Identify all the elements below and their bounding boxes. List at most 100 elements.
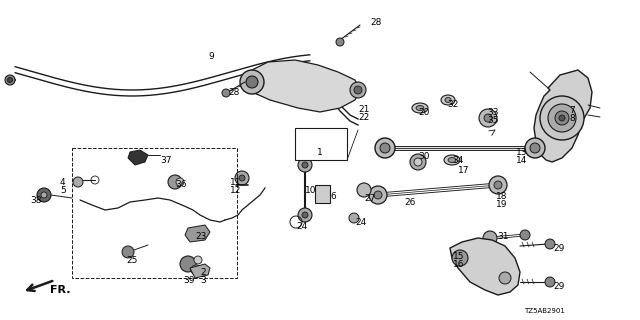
Text: 35: 35 (487, 116, 499, 125)
Circle shape (374, 191, 382, 199)
Circle shape (555, 111, 569, 125)
Circle shape (73, 177, 83, 187)
Circle shape (548, 104, 576, 132)
Ellipse shape (448, 157, 456, 163)
Ellipse shape (416, 106, 424, 110)
Text: 2: 2 (200, 268, 205, 277)
Bar (315, 185, 330, 203)
Ellipse shape (441, 95, 455, 105)
Circle shape (369, 186, 387, 204)
Circle shape (298, 158, 312, 172)
Text: 24: 24 (296, 222, 307, 231)
Circle shape (5, 75, 15, 85)
Circle shape (194, 256, 202, 264)
Text: 19: 19 (496, 200, 508, 209)
Circle shape (336, 38, 344, 46)
Text: 34: 34 (452, 156, 463, 165)
Circle shape (240, 70, 264, 94)
Text: 37: 37 (160, 156, 172, 165)
Text: 17: 17 (458, 166, 470, 175)
Circle shape (545, 239, 555, 249)
Circle shape (354, 86, 362, 94)
Text: 10: 10 (305, 186, 317, 195)
Circle shape (350, 82, 366, 98)
Circle shape (499, 272, 511, 284)
Circle shape (484, 114, 492, 122)
Polygon shape (450, 238, 520, 295)
Circle shape (122, 246, 134, 258)
Circle shape (525, 138, 545, 158)
Circle shape (414, 158, 422, 166)
Circle shape (545, 277, 555, 287)
Circle shape (8, 77, 13, 83)
Ellipse shape (445, 98, 451, 102)
Text: 4: 4 (60, 178, 66, 187)
Circle shape (479, 109, 497, 127)
Circle shape (483, 231, 497, 245)
Text: 28: 28 (228, 88, 239, 97)
Circle shape (520, 230, 530, 240)
Text: 33: 33 (487, 108, 499, 117)
Text: 26: 26 (404, 198, 415, 207)
Circle shape (321, 134, 339, 152)
Text: 16: 16 (453, 260, 465, 269)
Circle shape (168, 175, 182, 189)
Polygon shape (190, 264, 210, 278)
Circle shape (235, 171, 249, 185)
Circle shape (380, 143, 390, 153)
Polygon shape (185, 225, 210, 242)
Circle shape (349, 213, 359, 223)
Circle shape (180, 256, 196, 272)
Circle shape (41, 192, 47, 198)
Text: 29: 29 (553, 282, 564, 291)
Text: 36: 36 (175, 180, 186, 189)
Circle shape (176, 178, 184, 186)
Text: 14: 14 (516, 156, 527, 165)
Circle shape (540, 96, 584, 140)
Polygon shape (534, 70, 592, 162)
Text: 29: 29 (553, 244, 564, 253)
Circle shape (298, 208, 312, 222)
Circle shape (559, 115, 565, 121)
Polygon shape (128, 150, 148, 165)
Text: 39: 39 (183, 276, 195, 285)
Text: 5: 5 (60, 186, 66, 195)
Text: FR.: FR. (50, 285, 70, 295)
Ellipse shape (444, 155, 460, 165)
Text: 21: 21 (358, 105, 369, 114)
Circle shape (302, 162, 308, 168)
Circle shape (326, 139, 334, 147)
Text: 31: 31 (497, 232, 509, 241)
Circle shape (375, 138, 395, 158)
Circle shape (357, 183, 371, 197)
Text: 1: 1 (317, 148, 323, 157)
Circle shape (410, 154, 426, 170)
Text: 24: 24 (355, 218, 366, 227)
Bar (72, 148, 237, 278)
Bar (295, 128, 347, 160)
Circle shape (239, 175, 245, 181)
Polygon shape (300, 135, 312, 152)
Text: 7: 7 (569, 106, 575, 115)
Text: 28: 28 (370, 18, 381, 27)
Circle shape (37, 188, 51, 202)
Text: 22: 22 (358, 113, 369, 122)
Circle shape (302, 212, 308, 218)
Circle shape (452, 250, 468, 266)
Text: 9: 9 (208, 52, 214, 61)
Polygon shape (248, 60, 360, 112)
Circle shape (530, 143, 540, 153)
Text: 11: 11 (230, 178, 241, 187)
Circle shape (222, 89, 230, 97)
Text: 8: 8 (569, 114, 575, 123)
Circle shape (246, 76, 258, 88)
Text: 18: 18 (496, 192, 508, 201)
Text: 15: 15 (453, 252, 465, 261)
Text: 38: 38 (30, 196, 42, 205)
Circle shape (191, 265, 201, 275)
Text: 27: 27 (364, 194, 376, 203)
Text: TZ5AB2901: TZ5AB2901 (524, 308, 565, 314)
Text: 3: 3 (200, 276, 205, 285)
Text: 13: 13 (516, 148, 527, 157)
Ellipse shape (412, 103, 428, 113)
